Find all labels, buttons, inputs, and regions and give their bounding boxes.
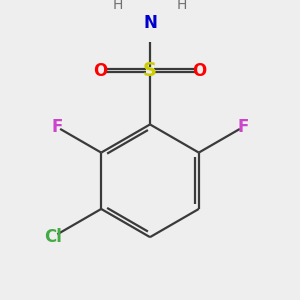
Text: F: F [237,118,248,136]
Text: O: O [193,62,207,80]
Text: S: S [143,61,157,80]
Text: F: F [52,118,63,136]
Text: H: H [176,0,187,12]
Text: H: H [113,0,124,12]
Text: Cl: Cl [44,228,62,246]
Text: N: N [143,14,157,32]
Text: O: O [93,62,107,80]
